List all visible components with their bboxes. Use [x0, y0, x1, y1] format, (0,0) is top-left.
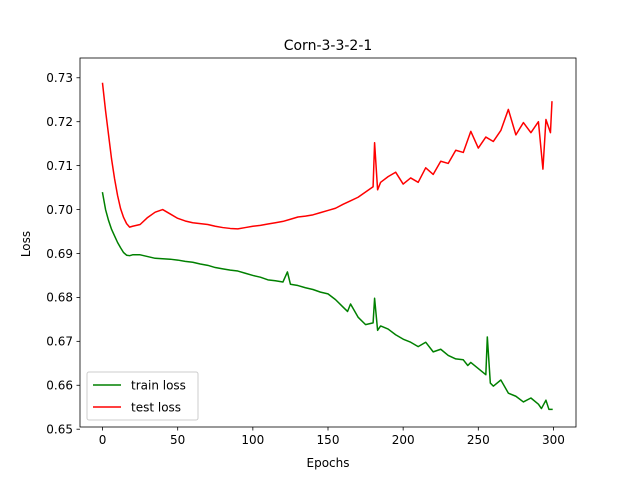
x-tick-label: 150 — [317, 433, 340, 447]
legend: train loss test loss — [86, 371, 199, 421]
y-tick-label: 0.69 — [46, 247, 73, 261]
x-axis-title: Epochs — [307, 456, 350, 470]
x-tick-label: 100 — [241, 433, 264, 447]
axes: 0 50 100 150 200 250 300 0.65 0.66 0.67 0.68 0.69 0.… — [46, 57, 577, 447]
x-tick-label: 200 — [392, 433, 415, 447]
legend-label: test loss — [131, 400, 181, 414]
y-tick-label: 0.68 — [46, 291, 73, 305]
x-tick-label: 300 — [542, 433, 565, 447]
y-tick-label: 0.66 — [46, 379, 73, 393]
y-tick-label: 0.73 — [46, 71, 73, 85]
legend-box — [86, 371, 199, 421]
x-tick-label: 50 — [170, 433, 185, 447]
y-axis-title: Loss — [19, 231, 33, 257]
x-tick-label: 0 — [99, 433, 107, 447]
x-tick-label: 250 — [467, 433, 490, 447]
y-tick-label: 0.67 — [46, 335, 73, 349]
series-line-test-loss — [101, 82, 553, 230]
legend-label: train loss — [131, 378, 186, 392]
chart-title: Corn-3-3-2-1 — [284, 38, 373, 54]
y-tick-label: 0.71 — [46, 159, 73, 173]
y-tick-label: 0.72 — [46, 115, 73, 129]
y-tick-label: 0.70 — [46, 203, 73, 217]
plot-area — [101, 82, 553, 411]
series-line-train-loss — [101, 191, 553, 411]
y-tick-label: 0.65 — [46, 422, 73, 436]
